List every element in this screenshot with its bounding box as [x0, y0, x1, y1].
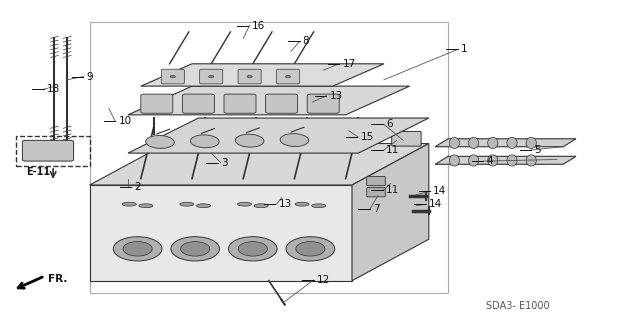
Circle shape — [123, 241, 152, 256]
FancyBboxPatch shape — [367, 176, 385, 186]
Polygon shape — [128, 86, 410, 115]
Polygon shape — [352, 144, 429, 281]
Circle shape — [170, 75, 175, 78]
Text: 9: 9 — [86, 71, 93, 82]
Circle shape — [296, 241, 325, 256]
Polygon shape — [128, 118, 429, 153]
FancyBboxPatch shape — [238, 69, 261, 84]
Text: 13: 13 — [278, 199, 292, 209]
Polygon shape — [435, 139, 576, 147]
Text: 17: 17 — [342, 59, 356, 69]
Ellipse shape — [280, 134, 308, 146]
Ellipse shape — [526, 155, 536, 166]
Circle shape — [238, 241, 268, 256]
Text: 15: 15 — [360, 132, 374, 142]
Circle shape — [285, 75, 291, 78]
Circle shape — [180, 241, 210, 256]
FancyBboxPatch shape — [276, 69, 300, 84]
Text: 4: 4 — [486, 156, 493, 166]
Ellipse shape — [122, 202, 136, 206]
Text: 16: 16 — [252, 20, 265, 31]
Ellipse shape — [507, 155, 517, 166]
Text: 14: 14 — [433, 186, 447, 197]
Text: 11: 11 — [386, 145, 399, 155]
Text: FR.: FR. — [48, 274, 67, 284]
Ellipse shape — [180, 202, 194, 206]
Text: 13: 13 — [330, 91, 343, 101]
Polygon shape — [435, 156, 576, 164]
FancyBboxPatch shape — [224, 94, 256, 113]
Ellipse shape — [139, 204, 153, 208]
FancyBboxPatch shape — [307, 94, 339, 113]
Text: SDA3- E1000: SDA3- E1000 — [486, 301, 550, 311]
FancyBboxPatch shape — [182, 94, 214, 113]
FancyBboxPatch shape — [200, 69, 223, 84]
Ellipse shape — [312, 204, 326, 208]
Text: 12: 12 — [317, 275, 330, 285]
Circle shape — [228, 237, 277, 261]
Circle shape — [247, 75, 252, 78]
Text: 3: 3 — [221, 158, 227, 168]
Text: 11: 11 — [386, 185, 399, 195]
Text: 7: 7 — [373, 204, 380, 214]
Circle shape — [113, 237, 162, 261]
FancyBboxPatch shape — [22, 140, 74, 161]
Ellipse shape — [507, 137, 517, 149]
Text: 2: 2 — [134, 182, 141, 192]
FancyBboxPatch shape — [266, 94, 298, 113]
Ellipse shape — [254, 204, 268, 208]
FancyBboxPatch shape — [392, 131, 421, 146]
Text: 6: 6 — [386, 119, 392, 130]
Ellipse shape — [237, 202, 252, 206]
Circle shape — [171, 237, 220, 261]
Text: 5: 5 — [534, 145, 541, 155]
Ellipse shape — [468, 137, 479, 149]
Text: 1: 1 — [461, 44, 467, 55]
Polygon shape — [141, 64, 384, 86]
Ellipse shape — [196, 204, 211, 208]
FancyBboxPatch shape — [367, 188, 385, 197]
Text: 18: 18 — [47, 84, 60, 94]
Ellipse shape — [526, 137, 536, 149]
Polygon shape — [90, 144, 429, 185]
Circle shape — [209, 75, 214, 78]
Ellipse shape — [488, 155, 498, 166]
Ellipse shape — [449, 137, 460, 149]
Ellipse shape — [468, 155, 479, 166]
Text: 14: 14 — [429, 199, 442, 209]
Text: 10: 10 — [118, 116, 132, 126]
Text: E-11: E-11 — [26, 167, 51, 177]
Ellipse shape — [488, 137, 498, 149]
Ellipse shape — [191, 135, 219, 148]
Ellipse shape — [295, 202, 309, 206]
Ellipse shape — [146, 136, 174, 148]
FancyBboxPatch shape — [161, 69, 184, 84]
Text: 8: 8 — [303, 36, 309, 47]
Ellipse shape — [449, 155, 460, 166]
Polygon shape — [90, 185, 352, 281]
Ellipse shape — [236, 134, 264, 147]
FancyBboxPatch shape — [141, 94, 173, 113]
Circle shape — [286, 237, 335, 261]
